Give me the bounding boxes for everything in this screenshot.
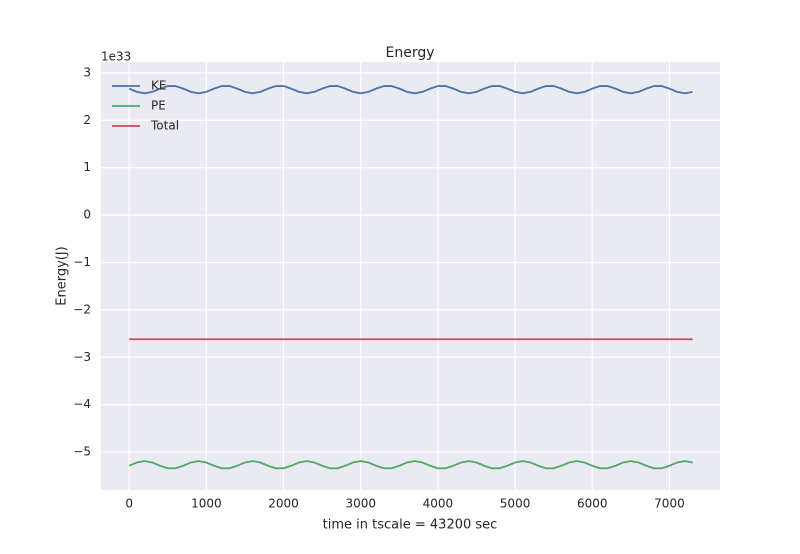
chart-title: Energy bbox=[385, 45, 434, 61]
x-tick-label: 3000 bbox=[345, 497, 376, 511]
legend-label: Total bbox=[150, 119, 179, 133]
x-tick-label: 0 bbox=[125, 497, 133, 511]
legend-label: PE bbox=[151, 99, 166, 113]
y-tick-label: −1 bbox=[73, 255, 91, 269]
y-tick-label: −5 bbox=[73, 445, 91, 459]
y-axis-label: Energy(J) bbox=[55, 246, 70, 306]
y-offset-text: 1e33 bbox=[101, 50, 131, 64]
data-line bbox=[128, 460, 693, 470]
x-tick-label: 4000 bbox=[423, 497, 454, 511]
x-tick-label: 5000 bbox=[500, 497, 531, 511]
plot-area bbox=[101, 62, 720, 490]
y-tick-label: 3 bbox=[83, 65, 91, 79]
y-tick-label: 1 bbox=[83, 160, 91, 174]
y-tick-label: −2 bbox=[73, 302, 91, 316]
legend-label: KE bbox=[151, 79, 166, 93]
x-tick-label: 1000 bbox=[191, 497, 222, 511]
x-axis-label: time in tscale = 43200 sec bbox=[323, 518, 498, 533]
y-tick-label: 0 bbox=[83, 208, 91, 222]
data-line bbox=[128, 85, 693, 95]
x-tick-label: 2000 bbox=[268, 497, 299, 511]
x-tick-label: 6000 bbox=[577, 497, 608, 511]
y-tick-label: −3 bbox=[73, 350, 91, 364]
y-tick-label: −4 bbox=[73, 397, 91, 411]
x-tick-label: 7000 bbox=[654, 497, 685, 511]
y-tick-label: 2 bbox=[83, 113, 91, 127]
